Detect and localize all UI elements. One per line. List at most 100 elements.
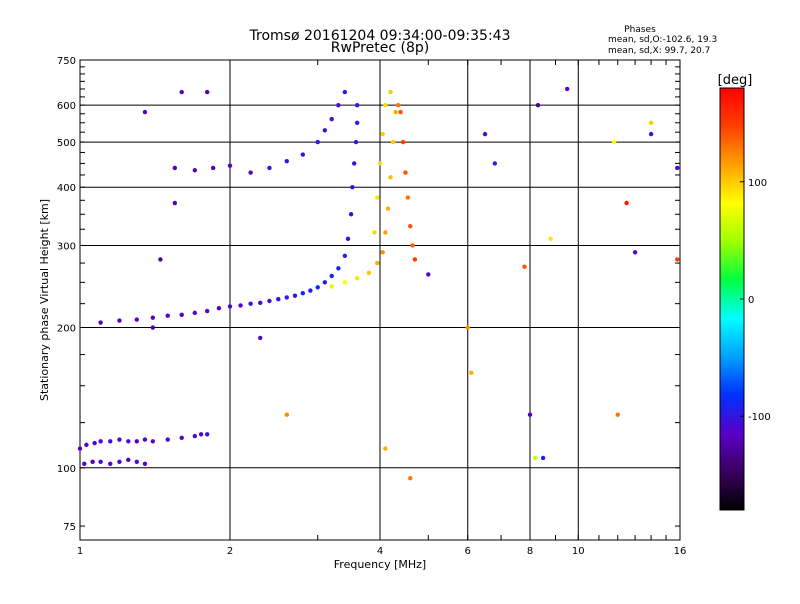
chart-title: Tromsø 20161204 09:34:00-09:35:43 <box>249 28 511 44</box>
data-point-2-3 <box>300 152 306 157</box>
colorbar-label: [deg] <box>718 73 753 88</box>
data-point-0-15 <box>82 461 87 467</box>
data-point-2-6 <box>329 116 334 122</box>
data-point-3-7 <box>385 206 391 211</box>
data-point-1-12 <box>258 300 263 305</box>
data-point-2-5 <box>322 128 328 133</box>
data-point-4-10 <box>426 272 431 277</box>
data-point-4-4 <box>158 257 163 262</box>
data-point-0-16 <box>90 459 95 465</box>
data-point-0-19 <box>117 459 122 465</box>
data-point-2-4 <box>315 139 320 145</box>
data-point-3-12 <box>398 109 403 115</box>
colorbar-tick-label-1: 0 <box>748 295 754 306</box>
data-point-1-10 <box>238 303 243 308</box>
x-tick-label-5: 10 <box>572 546 585 557</box>
legend-o-stats: mean, sd,O:-102.6, 19.3 <box>608 35 717 45</box>
data-point-4-21 <box>564 86 570 92</box>
data-point-1-21 <box>329 273 334 279</box>
data-point-4-27 <box>675 165 680 171</box>
data-point-1-29 <box>354 120 360 125</box>
data-point-0-0 <box>77 446 83 451</box>
colorbar-tick-label-2: 100 <box>748 178 767 189</box>
legend-heading: Phases <box>624 25 656 35</box>
data-point-4-7 <box>284 412 289 417</box>
data-point-3-5 <box>380 250 385 255</box>
data-point-2-1 <box>267 165 272 171</box>
data-point-1-15 <box>284 295 289 300</box>
data-point-0-13 <box>198 432 204 437</box>
data-point-2-10 <box>192 168 198 173</box>
data-point-3-3 <box>366 270 372 276</box>
data-points <box>77 86 680 481</box>
data-point-4-0 <box>179 89 184 95</box>
data-point-4-5 <box>172 200 178 206</box>
data-point-3-20 <box>375 195 380 200</box>
data-point-1-4 <box>165 313 170 318</box>
data-point-1-0 <box>98 320 103 325</box>
data-point-3-16 <box>408 223 413 229</box>
data-point-4-25 <box>648 120 654 125</box>
data-point-0-7 <box>134 439 139 444</box>
data-point-0-5 <box>117 437 122 442</box>
data-point-3-1 <box>342 280 348 285</box>
x-tick-label-4: 8 <box>527 546 533 557</box>
data-point-1-19 <box>315 285 320 290</box>
data-point-0-21 <box>134 459 139 465</box>
data-point-0-1 <box>84 442 89 448</box>
data-point-2-0 <box>248 170 253 175</box>
data-point-1-14 <box>276 297 281 302</box>
data-point-1-13 <box>267 298 272 304</box>
data-point-1-28 <box>353 139 359 145</box>
data-point-1-26 <box>350 185 355 190</box>
data-point-4-23 <box>624 200 629 206</box>
x-tick-label-2: 4 <box>377 546 383 557</box>
data-point-4-15 <box>522 264 527 269</box>
data-point-0-6 <box>126 439 131 444</box>
data-point-1-20 <box>322 280 328 285</box>
data-point-3-24 <box>388 89 393 95</box>
data-point-2-2 <box>284 158 289 164</box>
data-point-1-17 <box>300 290 306 296</box>
data-point-3-21 <box>377 161 383 166</box>
data-point-2-9 <box>172 165 178 171</box>
data-point-1-1 <box>117 318 122 323</box>
x-axis-label: Frequency [MHz] <box>334 558 426 571</box>
data-point-4-18 <box>540 455 546 461</box>
y-axis-ticks: 75 100 200 300 400 500 600 750 <box>57 56 680 533</box>
data-point-1-22 <box>336 266 341 271</box>
x-tick-label-1: 2 <box>227 546 233 557</box>
data-point-2-8 <box>342 89 348 95</box>
data-point-1-16 <box>292 293 298 298</box>
data-point-0-14 <box>204 432 210 437</box>
data-point-1-24 <box>345 236 351 242</box>
data-point-3-11 <box>395 102 401 108</box>
data-point-4-12 <box>469 370 474 375</box>
y-tick-label-1: 100 <box>57 464 76 475</box>
data-point-3-10 <box>393 109 398 115</box>
data-point-4-9 <box>408 475 413 481</box>
data-point-3-15 <box>405 195 411 200</box>
x-tick-label-3: 6 <box>465 546 471 557</box>
data-point-0-11 <box>179 435 184 440</box>
data-point-0-12 <box>192 433 198 439</box>
data-point-1-25 <box>348 212 354 217</box>
data-point-0-8 <box>142 437 148 442</box>
data-point-4-24 <box>632 250 638 255</box>
data-point-1-30 <box>354 102 360 108</box>
data-point-1-3 <box>150 315 156 320</box>
data-point-4-11 <box>465 325 470 330</box>
y-tick-label-2: 200 <box>57 324 76 335</box>
x-tick-label-0: 1 <box>77 546 83 557</box>
data-point-3-13 <box>400 139 406 145</box>
data-point-3-14 <box>403 170 408 175</box>
colorbar-ticks: -100 0 100 <box>740 178 771 423</box>
data-point-4-17 <box>533 455 538 461</box>
data-point-4-6 <box>258 335 263 341</box>
data-point-3-9 <box>390 139 396 145</box>
series-3 <box>329 89 418 289</box>
data-point-2-11 <box>210 165 216 171</box>
data-point-0-18 <box>108 461 113 467</box>
data-point-4-28 <box>675 257 680 262</box>
